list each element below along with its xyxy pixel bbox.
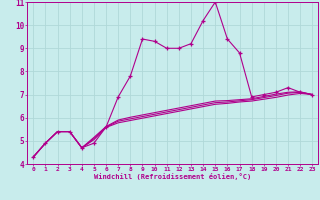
X-axis label: Windchill (Refroidissement éolien,°C): Windchill (Refroidissement éolien,°C) [94, 173, 252, 180]
